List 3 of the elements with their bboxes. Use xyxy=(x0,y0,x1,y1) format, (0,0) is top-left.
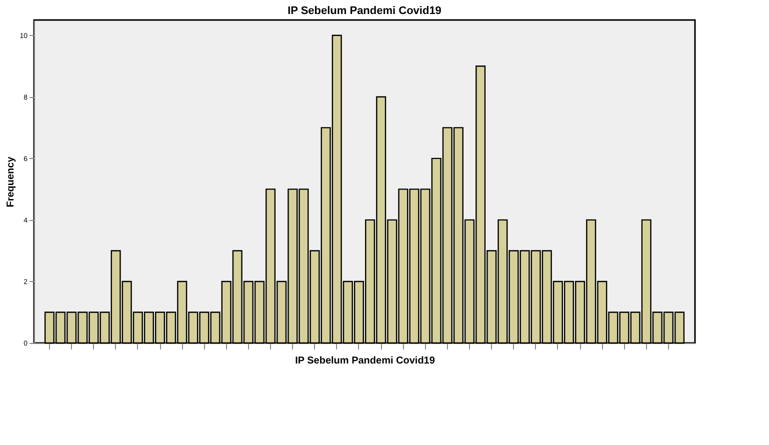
y-axis-title: Frequency xyxy=(6,156,17,208)
chart-title: IP Sebelum Pandemi Covid19 xyxy=(288,5,442,17)
x-axis-title: IP Sebelum Pandemi Covid19 xyxy=(295,356,436,366)
